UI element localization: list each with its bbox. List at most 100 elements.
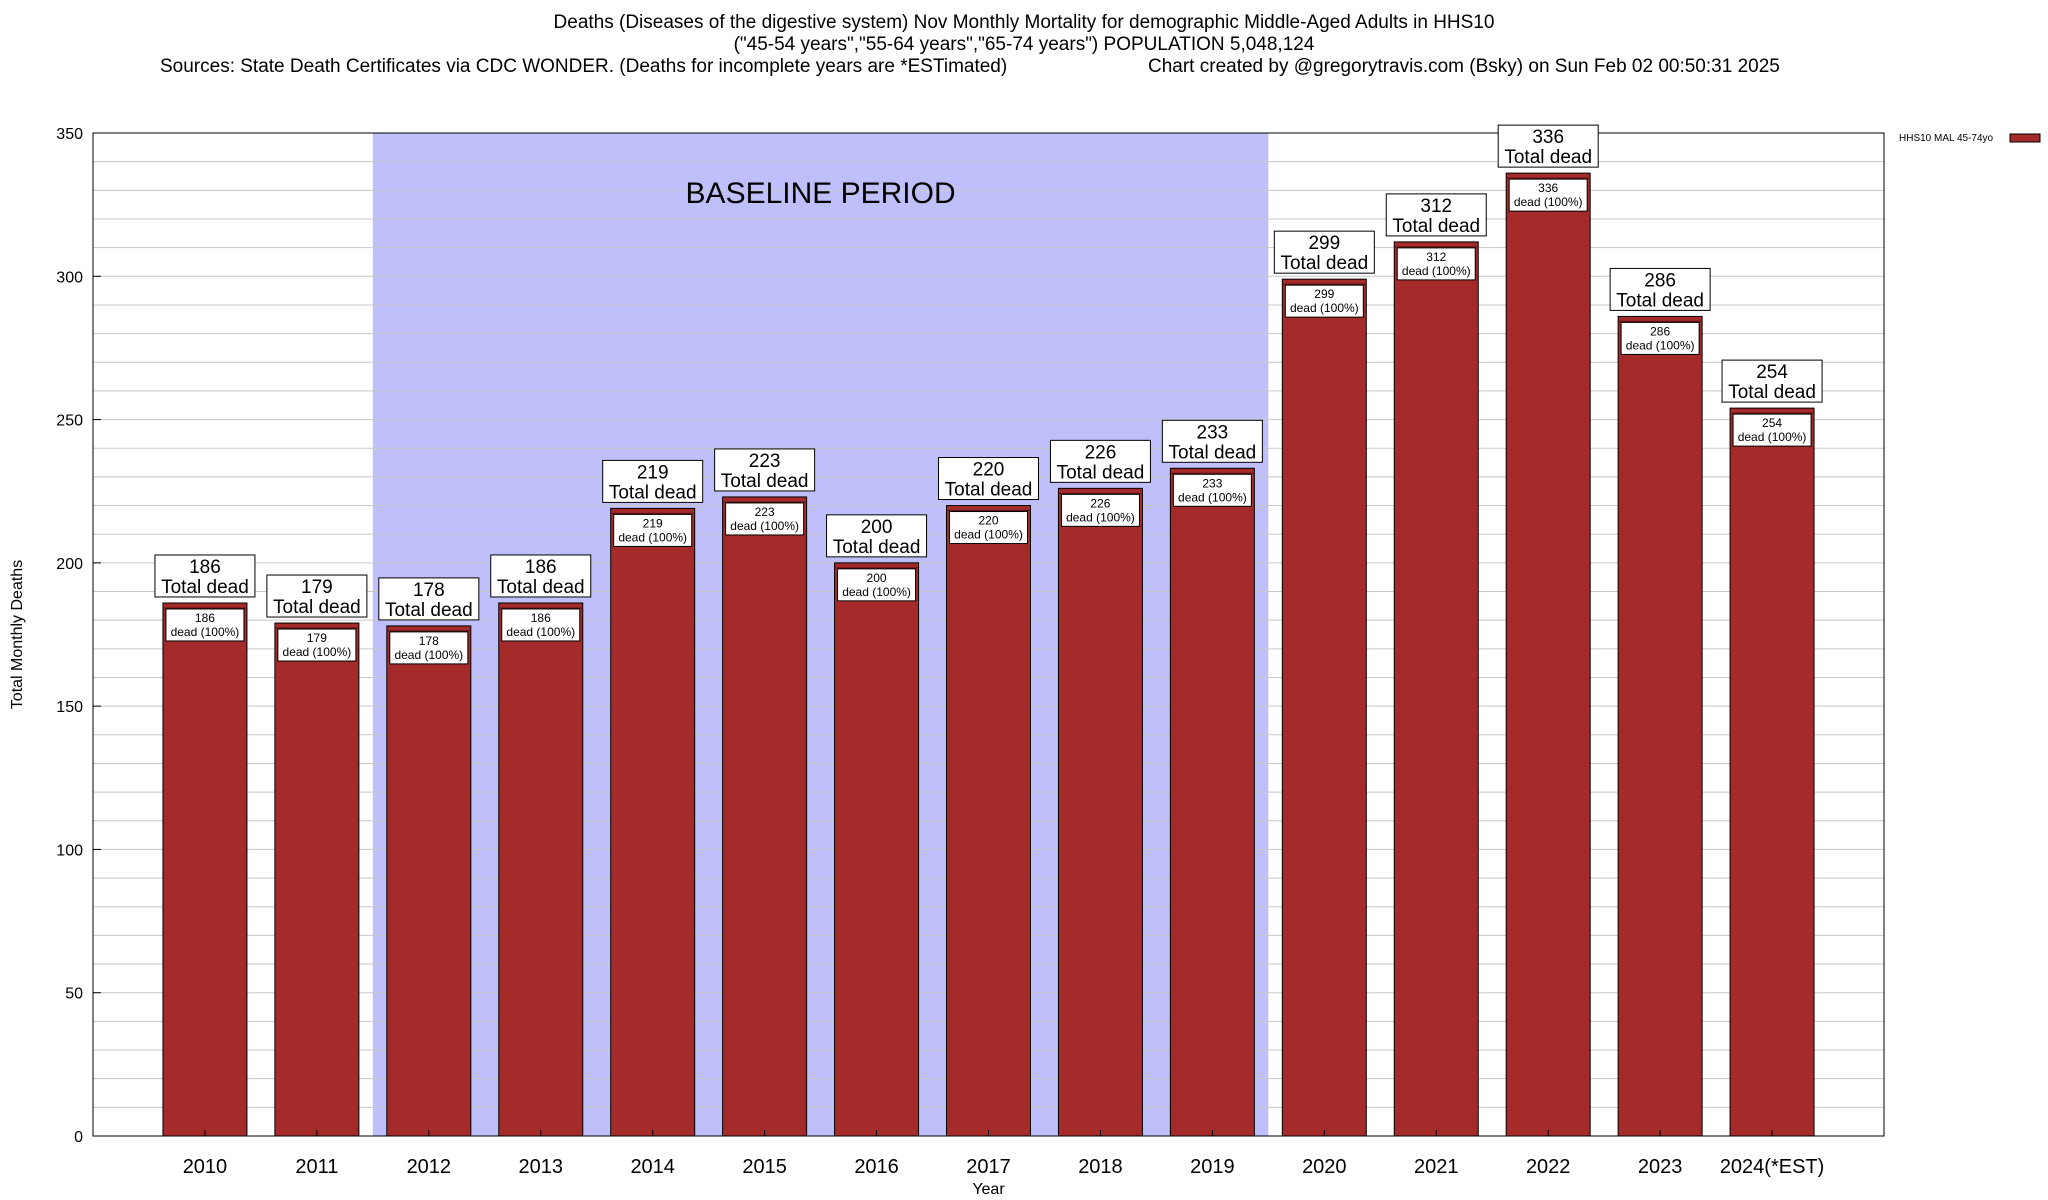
y-tick-label: 200 <box>56 556 83 573</box>
x-tick-label: 2012 <box>407 1156 452 1178</box>
inner-label-box <box>1508 178 1588 212</box>
chart-subtitle: ("45-54 years","55-64 years","65-74 year… <box>733 34 1315 55</box>
bar-2012 <box>386 625 472 1137</box>
top-label-box <box>938 457 1039 501</box>
bar-2024(*EST) <box>1729 407 1815 1137</box>
x-tick-label: 2013 <box>519 1156 564 1178</box>
inner-label-value: 220 <box>978 514 998 528</box>
inner-label-text: dead (100%) <box>842 585 911 599</box>
bar-2021 <box>1393 241 1479 1137</box>
inner-label-value: 200 <box>867 571 887 585</box>
x-tick-label: 2020 <box>1302 1156 1347 1178</box>
x-tick-label: 2014 <box>630 1156 675 1178</box>
bar-2016 <box>834 562 920 1137</box>
inner-label-value: 312 <box>1426 250 1446 264</box>
top-label-value: 186 <box>525 557 557 578</box>
inner-label-text: dead (100%) <box>1178 490 1247 504</box>
inner-label-value: 336 <box>1538 181 1558 195</box>
bar-2015 <box>722 496 808 1137</box>
top-label-value: 178 <box>413 580 445 601</box>
inner-label-text: dead (100%) <box>1290 301 1359 315</box>
top-label-box <box>1385 193 1487 237</box>
inner-label-box <box>1732 413 1812 447</box>
inner-label-box <box>1060 493 1140 527</box>
y-tick-label: 150 <box>56 699 83 716</box>
x-tick-label: 2024(*EST) <box>1720 1156 1825 1178</box>
y-tick-label: 300 <box>56 269 83 286</box>
top-label-box <box>266 574 368 618</box>
inner-label-box <box>277 628 357 662</box>
top-label-value: 312 <box>1420 196 1452 217</box>
bar-2013 <box>498 602 584 1137</box>
top-label-box <box>1609 267 1711 311</box>
top-label-box <box>1721 359 1823 403</box>
y-tick-label: 0 <box>74 1129 83 1146</box>
top-label-value: 336 <box>1532 127 1564 148</box>
top-label-box <box>1273 230 1375 274</box>
top-label-value: 299 <box>1308 233 1340 254</box>
y-tick-label: 50 <box>65 986 83 1003</box>
inner-label-value: 178 <box>419 634 439 648</box>
top-label-value: 200 <box>861 517 893 538</box>
top-label-text: Total dead <box>721 471 809 492</box>
x-tick-label: 2018 <box>1078 1156 1123 1178</box>
inner-label-box <box>613 513 693 547</box>
inner-label-text: dead (100%) <box>1514 195 1583 209</box>
inner-label-box <box>837 568 917 602</box>
inner-label-text: dead (100%) <box>506 625 575 639</box>
bar-2018 <box>1057 487 1143 1137</box>
top-label-value: 286 <box>1644 270 1676 291</box>
inner-label-text: dead (100%) <box>618 530 687 544</box>
top-label-text: Total dead <box>1169 442 1257 463</box>
bar-2022 <box>1505 172 1591 1137</box>
inner-label-value: 219 <box>643 516 663 530</box>
inner-label-box <box>949 511 1028 545</box>
inner-label-value: 186 <box>531 611 551 625</box>
top-label-value: 220 <box>973 460 1005 481</box>
bar-2020 <box>1281 278 1367 1137</box>
top-label-box <box>1497 124 1599 168</box>
inner-label-box <box>1172 473 1252 507</box>
x-tick-label: 2022 <box>1526 1156 1571 1178</box>
x-tick-label: 2021 <box>1414 1156 1459 1178</box>
top-label-text: Total dead <box>385 600 473 621</box>
top-label-text: Total dead <box>945 480 1033 501</box>
top-label-text: Total dead <box>273 597 361 618</box>
top-label-value: 186 <box>189 557 221 578</box>
top-label-text: Total dead <box>497 577 585 598</box>
x-tick-label: 2015 <box>742 1156 787 1178</box>
bar-2023 <box>1617 315 1703 1137</box>
inner-label-box <box>725 502 805 536</box>
inner-label-value: 254 <box>1762 416 1782 430</box>
y-tick-label: 350 <box>56 126 83 143</box>
top-label-box <box>154 554 256 598</box>
top-label-text: Total dead <box>1280 253 1368 274</box>
top-label-value: 179 <box>301 577 333 598</box>
bar-2019 <box>1169 467 1255 1137</box>
top-label-value: 254 <box>1756 362 1788 383</box>
inner-label-box <box>165 608 245 642</box>
bar-2014 <box>610 507 696 1137</box>
x-tick-label: 2023 <box>1638 1156 1683 1178</box>
top-label-box <box>714 448 816 492</box>
inner-label-text: dead (100%) <box>1402 264 1471 278</box>
inner-label-value: 286 <box>1650 324 1670 338</box>
bar-2017 <box>946 505 1031 1137</box>
x-tick-label: 2019 <box>1190 1156 1235 1178</box>
bar-2010 <box>162 602 248 1137</box>
top-label-box <box>378 577 480 621</box>
baseline-label: BASELINE PERIOD <box>686 177 956 210</box>
top-label-value: 219 <box>637 462 669 483</box>
inner-label-box <box>1284 284 1364 318</box>
top-label-text: Total dead <box>1392 216 1480 237</box>
inner-label-value: 223 <box>755 505 775 519</box>
inner-label-value: 299 <box>1314 287 1334 301</box>
top-label-value: 223 <box>749 451 781 472</box>
inner-label-text: dead (100%) <box>283 645 352 659</box>
inner-label-box <box>389 631 469 665</box>
top-label-text: Total dead <box>1504 147 1592 168</box>
x-axis-label: Year <box>972 1181 1005 1198</box>
legend-swatch <box>2009 133 2041 143</box>
inner-label-text: dead (100%) <box>1066 510 1135 524</box>
